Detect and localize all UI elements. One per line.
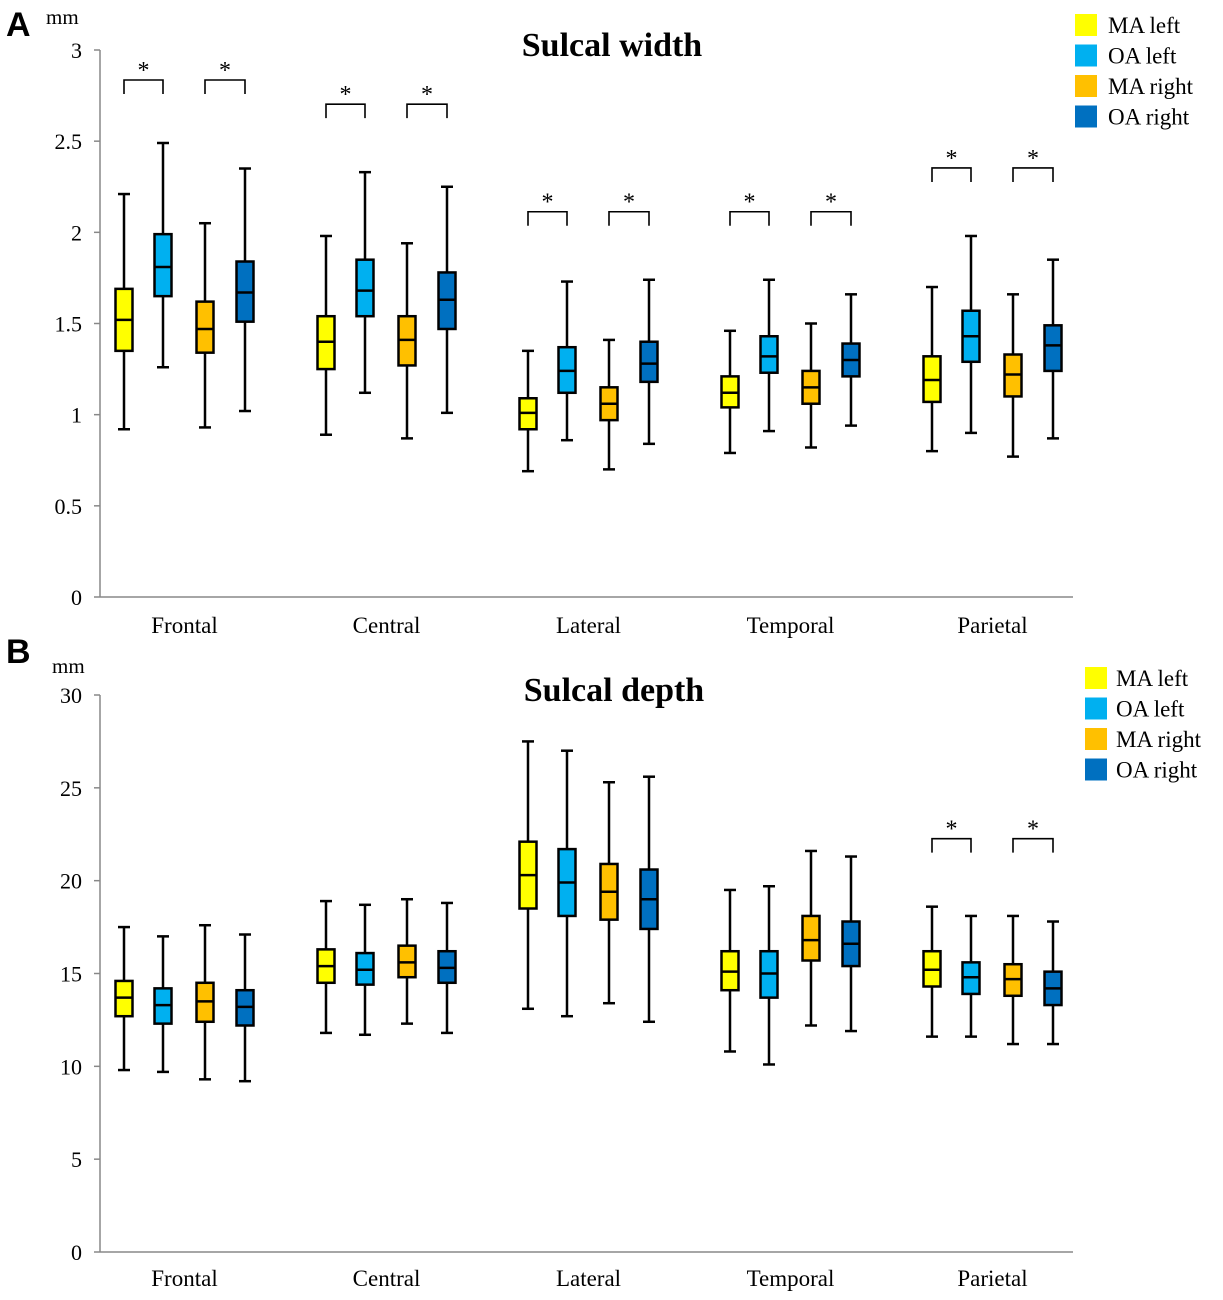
panel-b-category-label-frontal: Frontal bbox=[151, 1266, 217, 1291]
legend-a-label-ma-left: MA left bbox=[1108, 13, 1181, 38]
panel-a-central-significance-0-1-bracket bbox=[325, 103, 366, 119]
panel-a-category-label-central: Central bbox=[353, 613, 421, 638]
panel-a-y-tick-label: 0 bbox=[71, 585, 82, 610]
panel-b-category-label-temporal: Temporal bbox=[747, 1266, 835, 1291]
panel-a-temporal-significance-2-3-bracket bbox=[810, 210, 852, 226]
panel-a-parietal-significance-0-1-bracket bbox=[931, 167, 972, 182]
panel-b-parietal-significance-2-3-star: * bbox=[1027, 817, 1039, 843]
legend-a: MA left OA left MA right OA right bbox=[1075, 13, 1194, 130]
panel-a-lateral-significance-2-3-star: * bbox=[623, 190, 635, 216]
legend-b-swatch-oa-left bbox=[1085, 697, 1107, 720]
panel-b-temporal-ma-right-box bbox=[801, 914, 821, 962]
panel-a-category-label-lateral: Lateral bbox=[556, 613, 621, 638]
panel-a-letter: A bbox=[6, 6, 31, 44]
panel-a-parietal-significance-0-1-star: * bbox=[946, 146, 958, 172]
panel-a-frontal-significance-0-1-star: * bbox=[138, 58, 150, 84]
legend-a-swatch-ma-right bbox=[1075, 75, 1097, 97]
panel-a-title: Sulcal width bbox=[522, 27, 703, 64]
panel-a-sulcal-width: A mm Sulcal width 0 0.5 1 1.5 2 2.5 3 Frontal Ce… bbox=[6, 5, 1073, 638]
panel-a-central-oa-left-box bbox=[355, 258, 375, 318]
panel-a-temporal-significance-0-1-bracket bbox=[729, 210, 770, 226]
panel-a-y-tick-label: 3 bbox=[71, 38, 82, 63]
panel-b-parietal-significance-2-3-bracket bbox=[1012, 837, 1054, 853]
panel-a-frontal-ma-right-box bbox=[195, 300, 215, 354]
legend-b-label-oa-left: OA left bbox=[1116, 697, 1185, 722]
panel-a-temporal-significance-0-1-star: * bbox=[744, 190, 756, 216]
panel-a-frontal-significance-0-1-bracket bbox=[123, 79, 164, 94]
panel-a-central-significance-2-3-bracket bbox=[406, 103, 448, 119]
panel-a-parietal-significance-2-3-star: * bbox=[1027, 146, 1039, 172]
panel-a-lateral-significance-2-3-bracket bbox=[608, 210, 650, 226]
panel-b-category-label-lateral: Lateral bbox=[556, 1266, 621, 1291]
legend-a-label-oa-right: OA right bbox=[1108, 105, 1190, 130]
panel-b-y-tick-label: 15 bbox=[60, 962, 82, 987]
panel-a-temporal-oa-left-box bbox=[759, 335, 779, 374]
legend-a-swatch-oa-left bbox=[1075, 44, 1097, 67]
legend-b-swatch-oa-right bbox=[1085, 758, 1107, 781]
panel-a-lateral-oa-right-box bbox=[639, 340, 659, 384]
legend-b-label-ma-right: MA right bbox=[1116, 727, 1202, 752]
legend-a-swatch-oa-right bbox=[1075, 105, 1097, 128]
panel-b-category-label-parietal: Parietal bbox=[957, 1266, 1027, 1291]
panel-a-category-label-parietal: Parietal bbox=[957, 613, 1027, 638]
panel-a-frontal-significance-2-3-star: * bbox=[219, 58, 231, 84]
panel-b-y-tick-label: 25 bbox=[60, 776, 82, 801]
panel-a-central-significance-2-3-star: * bbox=[421, 82, 433, 108]
panel-a-lateral-significance-0-1-star: * bbox=[542, 190, 554, 216]
panel-a-y-tick-label: 1 bbox=[71, 403, 82, 428]
panel-b-parietal-significance-0-1-bracket bbox=[931, 837, 972, 853]
panel-a-category-label-temporal: Temporal bbox=[747, 613, 835, 638]
panel-a-category-label-frontal: Frontal bbox=[151, 613, 217, 638]
panel-a-y-tick-label: 1.5 bbox=[55, 312, 83, 337]
panel-a-y-tick-label: 0.5 bbox=[55, 494, 83, 519]
panel-a-frontal-oa-left-box bbox=[153, 232, 173, 298]
panel-b-y-tick-label: 5 bbox=[71, 1147, 82, 1172]
legend-b-label-ma-left: MA left bbox=[1116, 666, 1189, 691]
panel-b-y-unit: mm bbox=[52, 654, 85, 678]
panel-a-y-tick-label: 2 bbox=[71, 220, 82, 245]
legend-b: MA left OA left MA right OA right bbox=[1085, 666, 1202, 783]
panel-a-frontal-significance-2-3-bracket bbox=[204, 79, 246, 94]
panel-a-y-unit: mm bbox=[46, 5, 79, 29]
panel-a-parietal-significance-2-3-bracket bbox=[1012, 167, 1054, 182]
panel-b-y-tick-label: 0 bbox=[71, 1240, 82, 1265]
panel-b-sulcal-depth: B mm Sulcal depth 0 5 10 15 20 25 30 Frontal Cen… bbox=[6, 633, 1073, 1291]
panel-a-parietal-oa-right-box bbox=[1043, 324, 1063, 373]
legend-a-label-oa-left: OA left bbox=[1108, 44, 1177, 69]
panel-a-y-tick-label: 2.5 bbox=[55, 129, 83, 154]
panel-b-y-tick-label: 30 bbox=[60, 683, 82, 708]
panel-b-y-tick-label: 20 bbox=[60, 869, 82, 894]
panel-b-parietal-significance-0-1-star: * bbox=[946, 817, 958, 843]
legend-b-swatch-ma-right bbox=[1085, 728, 1107, 750]
panel-b-y-tick-label: 10 bbox=[60, 1054, 82, 1079]
panel-b-letter: B bbox=[6, 633, 31, 671]
panel-a-temporal-significance-2-3-star: * bbox=[825, 190, 837, 216]
panel-a-central-significance-0-1-star: * bbox=[340, 82, 352, 108]
legend-a-swatch-ma-left bbox=[1075, 14, 1097, 36]
panel-b-title: Sulcal depth bbox=[524, 672, 705, 709]
panel-b-category-label-central: Central bbox=[353, 1266, 421, 1291]
legend-a-label-ma-right: MA right bbox=[1108, 74, 1194, 99]
legend-b-label-oa-right: OA right bbox=[1116, 758, 1198, 783]
legend-b-swatch-ma-left bbox=[1085, 667, 1107, 689]
panel-a-lateral-significance-0-1-bracket bbox=[527, 210, 568, 226]
